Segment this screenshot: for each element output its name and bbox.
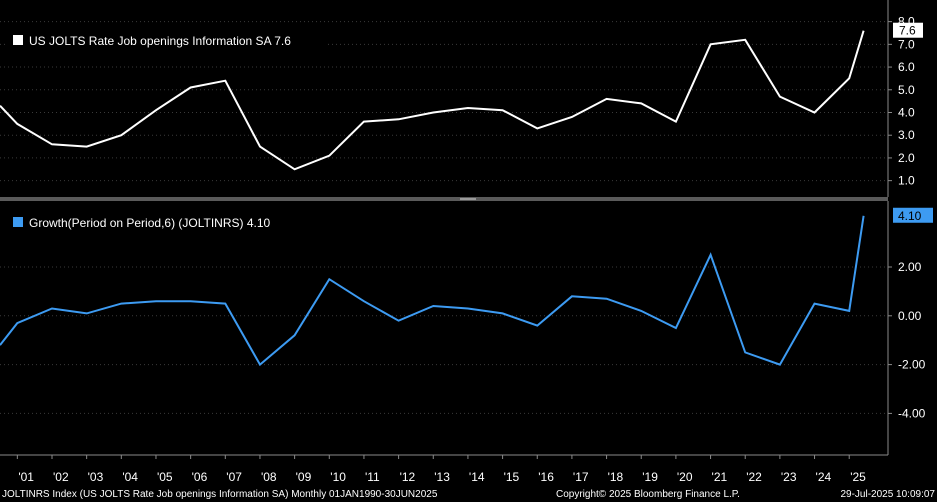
y-tick-label: 6.0 [898,60,915,74]
x-axis: '01 '02 '03 '04 '05 '06 '07 '08 '09 '10 '11 '12 '13 '… [16,455,866,484]
top-last-value-bg [893,22,923,38]
bottom-y-axis: 2.00 0.00 -2.00 -4.00 [888,260,926,420]
footer-center: Copyright© 2025 Bloomberg Finance L.P. [556,489,740,500]
y-tick-label: 3.0 [898,128,915,142]
x-tick-label: '20 [677,470,693,484]
bottom-legend-swatch [13,217,23,227]
x-tick-label: '14 [469,470,485,484]
y-tick-label: -2.00 [898,358,926,372]
x-tick-label: '25 [850,470,866,484]
x-tick-label: '04 [122,470,138,484]
top-legend: US JOLTS Rate Job openings Information S… [7,30,327,50]
top-last-value: 7.6 [899,24,916,38]
splitter-grip-icon[interactable] [460,198,476,200]
x-tick-label: '01 [18,470,34,484]
bottom-last-value: 4.10 [898,209,922,223]
top-series-line [0,30,865,171]
x-tick-label: '12 [400,470,416,484]
x-tick-label: '11 [365,470,380,484]
y-tick-label: 1.0 [898,174,915,188]
y-tick-label: 4.0 [898,105,915,119]
x-tick-label: '06 [192,470,208,484]
x-tick-label: '24 [816,470,832,484]
top-last-value-badge: 7.6 [893,22,923,38]
y-tick-label: 5.0 [898,83,915,97]
y-tick-label: 2.00 [898,260,922,274]
x-tick-label: '22 [746,470,762,484]
bottom-legend: Growth(Period on Period,6) (JOLTINRS) 4.… [13,216,271,230]
top-legend-label: US JOLTS Rate Job openings Information S… [29,34,291,48]
x-tick-label: '02 [53,470,69,484]
footer-right: 29-Jul-2025 10:09:07 [840,489,935,500]
top-y-axis: 1.02.03.04.05.06.07.08.0 [888,15,915,188]
panel-splitter[interactable] [0,197,888,201]
y-tick-label: -4.00 [898,406,926,420]
x-tick-label: '19 [642,470,658,484]
bottom-last-value-badge: 4.10 [893,207,933,223]
x-tick-label: '08 [261,470,277,484]
top-legend-swatch [13,35,23,45]
x-tick-label: '13 [434,470,450,484]
x-tick-label: '18 [608,470,624,484]
x-tick-label: '16 [538,470,554,484]
x-tick-label: '03 [88,470,104,484]
bottom-series-line [0,215,865,367]
bottom-legend-label: Growth(Period on Period,6) (JOLTINRS) 4.… [29,216,271,230]
y-tick-label: 0.00 [898,309,922,323]
top-grid [0,21,888,182]
x-tick-label: '09 [296,470,312,484]
x-tick-label: '21 [712,470,728,484]
top-legend-bg [7,30,327,50]
x-tick-label: '07 [226,470,242,484]
bottom-grid [0,266,888,414]
y-tick-label: 7.0 [898,37,915,51]
x-tick-label: '23 [781,470,797,484]
x-tick-label: '15 [504,470,520,484]
x-tick-label: '17 [573,470,589,484]
bottom-last-value-bg [893,207,933,223]
footer-left: JOLTINRS Index (US JOLTS Rate Job openin… [2,489,438,500]
x-tick-label: '10 [330,470,346,484]
x-tick-label: '05 [157,470,173,484]
y-tick-label: 2.0 [898,151,915,165]
